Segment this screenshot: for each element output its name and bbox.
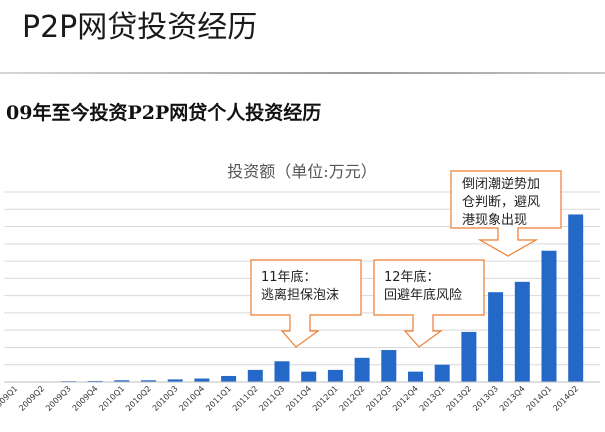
x-tick-label: 2009Q3 (44, 384, 73, 413)
bar-2014Q1 (541, 250, 557, 382)
callout-text-line: 仓判断，避风 (462, 195, 540, 210)
x-tick-label: 2010Q3 (151, 384, 180, 413)
x-tick-label: 2010Q4 (177, 384, 206, 413)
bar-2014Q2 (568, 214, 584, 382)
callout-2011Q4 (250, 259, 362, 348)
bar-2010Q2 (141, 380, 156, 382)
bar-2012Q2 (354, 357, 370, 382)
callout-text-line: 逃离担保泡沫 (261, 287, 339, 303)
x-tick-label: 2009Q4 (71, 384, 100, 413)
slide-title: P2P网贷投资经历 (22, 10, 258, 45)
x-tick-label: 2010Q2 (124, 384, 153, 413)
x-tick-label: 2014Q2 (551, 384, 580, 413)
bar-2011Q2 (247, 369, 263, 382)
x-tick-label: 2013Q1 (418, 384, 447, 413)
bar-2010Q1 (114, 380, 130, 382)
x-tick-label: 2011Q3 (258, 384, 287, 413)
x-tick-label: 2009Q2 (17, 384, 46, 413)
x-tick-label: 2013Q4 (498, 384, 527, 413)
bar-2012Q4 (408, 371, 423, 382)
callout-2012Q4 (373, 259, 485, 348)
bar-2012Q1 (327, 369, 343, 382)
callout-text-line: 12年底： (384, 269, 440, 285)
title-divider (0, 72, 605, 74)
x-tick-label: 2013Q3 (471, 384, 500, 413)
chart-title: 投资额（单位:万元） (227, 162, 376, 181)
bar-2013Q4 (514, 281, 530, 382)
bar-2010Q3 (167, 379, 183, 382)
slide-subtitle: 09年至今投资P2P网贷个人投资经历 (6, 102, 322, 124)
callout-2013Q3 (450, 170, 562, 257)
x-tick-label: 2012Q2 (338, 384, 367, 413)
x-tick-label: 2011Q2 (231, 384, 260, 413)
callout-text-line: 回避年底风险 (384, 287, 462, 303)
x-tick-label: 2010Q1 (97, 384, 126, 413)
callout-text-line: 港现象出现 (462, 213, 527, 228)
bar-2013Q3 (488, 292, 504, 382)
callout-text-line: 倒闭潮逆势加 (462, 176, 540, 192)
bar-2009Q4 (87, 380, 103, 382)
x-tick-label: 2009Q1 (0, 384, 19, 413)
x-tick-label: 2013Q2 (444, 384, 473, 413)
bar-2013Q2 (461, 331, 477, 382)
x-tick-label: 2012Q1 (311, 384, 340, 413)
bar-2011Q4 (301, 371, 317, 382)
callout-text-line: 11年底： (261, 269, 317, 285)
bar-2011Q1 (221, 375, 237, 382)
bar-2013Q1 (434, 364, 450, 382)
x-tick-label: 2014Q1 (525, 384, 554, 413)
bar-2010Q4 (194, 378, 210, 382)
x-tick-label: 2012Q3 (364, 384, 393, 413)
x-tick-label: 2011Q1 (204, 384, 233, 413)
x-tick-label: 2012Q4 (391, 384, 420, 413)
bar-2011Q3 (274, 361, 290, 382)
x-tick-label: 2011Q4 (284, 384, 313, 413)
bar-2012Q3 (381, 350, 397, 382)
